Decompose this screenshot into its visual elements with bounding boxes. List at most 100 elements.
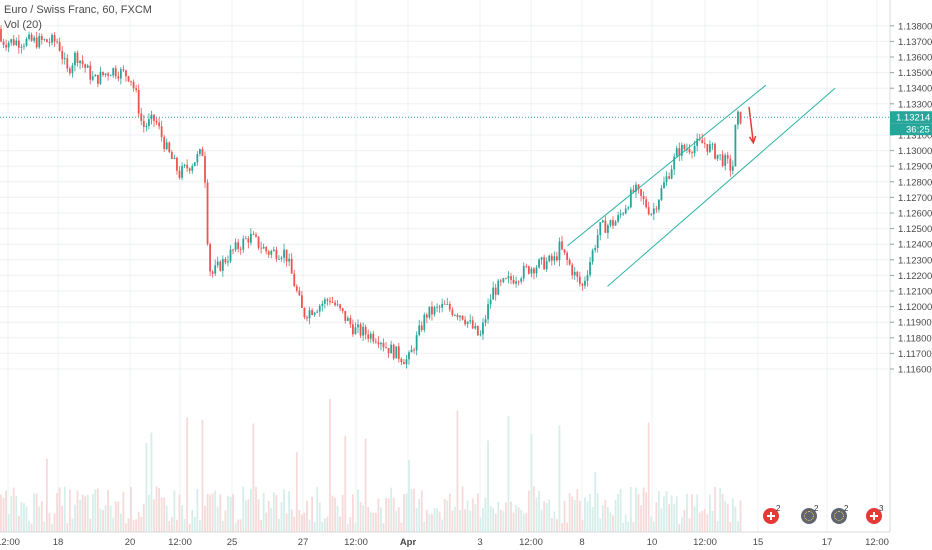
- candle: [642, 191, 645, 205]
- forecast-arrow[interactable]: [748, 106, 755, 143]
- candle-body: [84, 64, 87, 68]
- time-tick-label: 10: [647, 537, 658, 548]
- candle-body: [568, 259, 571, 265]
- candle: [454, 313, 456, 317]
- volume-bar: [148, 494, 150, 532]
- candle: [155, 116, 158, 126]
- flag-eu-icon[interactable]: 2: [801, 504, 818, 524]
- flag-swiss-icon[interactable]: 2: [763, 504, 780, 524]
- candle: [58, 37, 61, 52]
- candle: [137, 84, 140, 118]
- candle: [456, 313, 459, 321]
- candle-body: [38, 36, 41, 48]
- candle: [497, 278, 500, 296]
- candle-body: [382, 342, 385, 348]
- candle: [122, 65, 125, 73]
- price-tick-label: 1.13500: [898, 68, 932, 79]
- price-tick-label: 1.12900: [898, 162, 932, 173]
- candle: [79, 60, 81, 70]
- volume-bar: [321, 521, 324, 532]
- candle-body: [433, 307, 436, 315]
- volume-bar: [596, 493, 599, 532]
- volume-bar: [362, 505, 364, 532]
- flag-eu-icon[interactable]: 2: [831, 504, 848, 524]
- candle-body: [459, 315, 461, 318]
- candle: [627, 205, 630, 211]
- candle-body: [293, 273, 296, 287]
- channel-drawings[interactable]: [0, 84, 890, 287]
- candle-body: [186, 164, 189, 169]
- time-tick-label: 12:00: [344, 537, 368, 548]
- volume-bar: [209, 494, 211, 532]
- candle: [448, 301, 451, 312]
- candle-body: [206, 182, 209, 245]
- candle-body: [701, 139, 704, 144]
- candle: [250, 228, 252, 246]
- candle-body: [86, 65, 89, 68]
- candle: [691, 150, 693, 159]
- candle-body: [262, 247, 265, 249]
- volume-bar: [84, 496, 87, 532]
- candle-body: [158, 122, 160, 127]
- volume-bar: [645, 492, 648, 532]
- candle: [382, 338, 385, 352]
- candle-body: [622, 213, 625, 215]
- volume-bar: [571, 496, 574, 532]
- candle: [390, 340, 393, 354]
- candle: [12, 34, 15, 47]
- candle-body: [252, 233, 255, 235]
- forecast-arrow-head: [748, 135, 757, 145]
- volume-bar: [507, 415, 510, 532]
- volume-bar: [637, 493, 640, 532]
- candle: [739, 111, 742, 125]
- volume-bar: [112, 517, 115, 532]
- volume-bar: [349, 517, 352, 532]
- candle-body: [573, 271, 576, 276]
- current-price-tag[interactable]: [890, 111, 932, 124]
- volume-bar: [168, 521, 171, 532]
- volume-bar: [323, 518, 326, 532]
- candle-body: [629, 189, 632, 208]
- price-tick-label: 1.12200: [898, 271, 932, 282]
- candle: [410, 345, 413, 353]
- candle: [604, 215, 607, 233]
- candle-body: [53, 35, 56, 42]
- candle-body: [731, 166, 734, 171]
- volume-bar: [563, 501, 566, 532]
- candle: [622, 211, 625, 217]
- candle: [571, 262, 574, 280]
- time-axis[interactable]: 12:00 18 20 12:00 25 27 12:00 Apr 3 12:00 8 10 12:00…: [0, 531, 932, 550]
- candle-body: [581, 283, 584, 286]
- price-axis[interactable]: 1.13800 1.13700 1.13600 1.13500 1.13400 1.133…: [889, 0, 932, 550]
- time-tick-label: 15: [753, 537, 764, 548]
- candle: [255, 232, 257, 238]
- candle-body: [117, 76, 120, 79]
- volume-bar: [176, 519, 178, 532]
- candle: [423, 312, 426, 333]
- candle: [35, 31, 38, 49]
- volume-bar: [255, 486, 257, 532]
- candle: [267, 249, 270, 258]
- volume-bar: [66, 523, 69, 532]
- volume-bar: [137, 512, 140, 532]
- volume-bar: [242, 486, 245, 532]
- candle-body: [170, 152, 173, 159]
- candle: [33, 35, 36, 43]
- channel-upper-line[interactable]: [567, 84, 767, 247]
- candle-body: [250, 233, 252, 243]
- volume-bar: [7, 514, 10, 532]
- channel-lower-line[interactable]: [607, 87, 836, 287]
- candle: [204, 151, 206, 188]
- event-count: 2: [814, 504, 819, 513]
- volume-bar: [239, 519, 242, 532]
- time-tick-label: 27: [298, 537, 309, 548]
- volume-bar: [624, 514, 627, 532]
- candle-body: [489, 299, 492, 305]
- flag-swiss-icon[interactable]: 3: [866, 504, 883, 524]
- price-tick-label: 1.13300: [898, 99, 932, 110]
- candle: [734, 124, 737, 167]
- candle: [594, 244, 597, 253]
- volume-bar: [219, 494, 222, 532]
- candle: [374, 338, 377, 344]
